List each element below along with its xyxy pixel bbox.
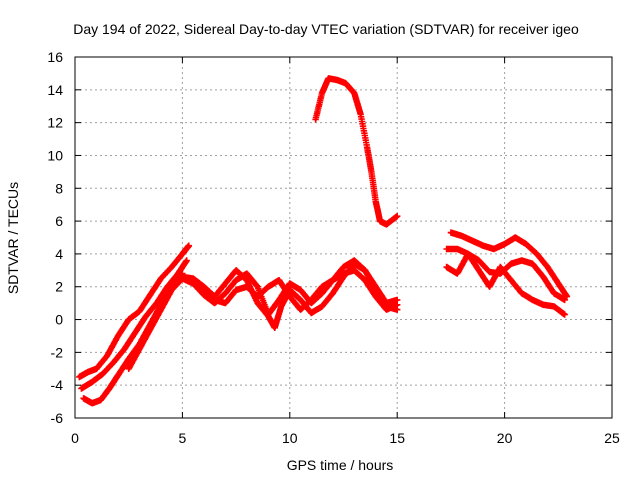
x-tick-label: 20 bbox=[497, 430, 513, 446]
ticks: 0 5 10 15 20 25 -6 -4 -2 0 2 4 6 8 10 12 14 16 bbox=[47, 49, 620, 446]
series-markers bbox=[447, 229, 571, 300]
y-tick-label: -4 bbox=[51, 377, 64, 393]
series-arc-8 bbox=[447, 229, 571, 300]
y-tick-label: 10 bbox=[47, 147, 63, 163]
series-markers bbox=[312, 75, 401, 228]
series-arc-1 bbox=[76, 242, 192, 381]
series-markers bbox=[443, 250, 568, 318]
x-tick-label: 15 bbox=[389, 430, 405, 446]
series-markers bbox=[78, 257, 190, 392]
x-axis-title: GPS time / hours bbox=[287, 457, 394, 473]
x-tick-label: 10 bbox=[282, 430, 298, 446]
series-layer bbox=[76, 75, 571, 407]
y-tick-label: 8 bbox=[55, 180, 63, 196]
y-tick-label: 14 bbox=[47, 82, 63, 98]
y-tick-label: 6 bbox=[55, 213, 63, 229]
y-axis-title: SDTVAR / TECUs bbox=[5, 182, 21, 294]
series-markers bbox=[189, 267, 401, 313]
series-markers bbox=[76, 242, 192, 381]
y-tick-label: -2 bbox=[51, 344, 64, 360]
series-arc-2 bbox=[78, 257, 190, 392]
y-tick-label: 2 bbox=[55, 279, 63, 295]
x-tick-label: 5 bbox=[179, 430, 187, 446]
series-arc-6 bbox=[189, 267, 401, 313]
y-tick-label: 12 bbox=[47, 115, 63, 131]
series-arc-10 bbox=[443, 250, 568, 318]
chart-title: Day 194 of 2022, Sidereal Day-to-day VTE… bbox=[73, 21, 579, 37]
y-tick-label: 4 bbox=[55, 246, 63, 262]
series-arc-7 bbox=[312, 75, 401, 228]
x-tick-label: 0 bbox=[71, 430, 79, 446]
grid bbox=[75, 57, 612, 418]
y-tick-label: 16 bbox=[47, 49, 63, 65]
plot-frame bbox=[74, 56, 613, 419]
x-tick-label: 25 bbox=[604, 430, 620, 446]
y-tick-label: 0 bbox=[55, 312, 63, 328]
y-tick-label: -6 bbox=[51, 410, 64, 426]
